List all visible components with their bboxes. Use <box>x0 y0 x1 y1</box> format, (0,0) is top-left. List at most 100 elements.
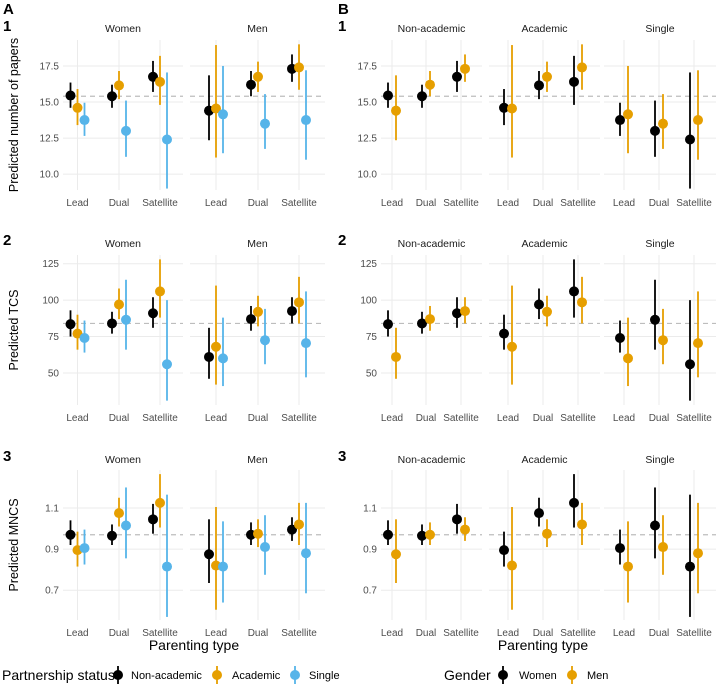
point-women-satellite-single <box>162 561 172 572</box>
point-men-satellite-academic <box>294 62 304 73</box>
facet-label-single: Single <box>645 238 674 250</box>
facet-label-men: Men <box>247 23 268 35</box>
y-tick-label-b: 1.1 <box>363 504 377 515</box>
point-women-satellite-non-academic <box>148 514 158 525</box>
point-men-dual-single <box>260 118 270 129</box>
point-single-lead-women <box>615 333 625 344</box>
legend-b: Gender Women Men <box>444 667 608 683</box>
point-single-satellite-men <box>693 338 703 349</box>
point-women-lead-single <box>79 115 90 126</box>
point-non-academic-satellite-men <box>460 524 470 535</box>
point-women-dual-academic <box>114 299 124 310</box>
point-academic-lead-women <box>499 328 509 339</box>
y-tick-label-b: 125 <box>360 259 377 270</box>
point-non-academic-dual-women <box>417 91 427 102</box>
point-academic-lead-women <box>499 545 509 556</box>
y-tick-label-b: 75 <box>366 332 378 343</box>
x-tick-label: Satellite <box>560 413 596 424</box>
point-non-academic-dual-women <box>417 530 427 541</box>
x-tick-label: Dual <box>649 413 670 424</box>
point-men-dual-non-academic <box>246 79 256 90</box>
legend-a-label-academic: Academic <box>232 670 281 682</box>
y-tick-label-a: 100 <box>42 296 59 307</box>
point-non-academic-lead-women <box>383 90 393 101</box>
row-tag-a: 2 <box>3 232 11 249</box>
legend-key-women <box>498 670 508 680</box>
x-tick-label: Satellite <box>560 198 596 209</box>
x-tick-label: Lead <box>205 628 227 639</box>
y-tick-label-a: 15.0 <box>40 98 60 109</box>
legend-b-title: Gender <box>444 667 491 683</box>
legend-b-label-men: Men <box>587 670 608 682</box>
point-men-dual-non-academic <box>246 314 256 325</box>
x-tick-label: Dual <box>109 413 130 424</box>
y-tick-label-a: 0.7 <box>45 586 59 597</box>
x-tick-label: Satellite <box>142 628 178 639</box>
point-men-satellite-single <box>301 338 311 349</box>
x-tick-label: Lead <box>66 413 88 424</box>
point-academic-dual-women <box>534 299 544 310</box>
x-tick-label: Lead <box>497 198 519 209</box>
x-tick-label: Satellite <box>142 198 178 209</box>
point-single-dual-women <box>650 520 660 531</box>
y-tick-label-a: 1.1 <box>45 504 59 515</box>
point-non-academic-satellite-men <box>460 63 470 74</box>
point-women-lead-non-academic <box>65 529 76 540</box>
point-academic-lead-men <box>507 560 517 571</box>
point-single-lead-women <box>615 115 625 126</box>
point-women-lead-academic <box>72 102 83 113</box>
facet-label-non-academic: Non-academic <box>398 238 466 250</box>
point-men-lead-academic <box>211 103 221 114</box>
x-tick-label: Lead <box>205 413 227 424</box>
facet-label-men: Men <box>247 238 268 250</box>
point-single-lead-men <box>623 109 633 120</box>
point-academic-dual-men <box>542 528 552 539</box>
point-men-lead-single <box>218 353 228 364</box>
point-single-lead-women <box>615 543 625 554</box>
x-tick-label: Lead <box>66 628 88 639</box>
point-women-lead-single <box>79 543 90 554</box>
point-non-academic-lead-women <box>383 319 393 330</box>
panel-tag-b: B <box>338 1 349 18</box>
facet-label-non-academic: Non-academic <box>398 454 466 466</box>
x-tick-label: Satellite <box>443 413 479 424</box>
x-tick-label: Dual <box>109 198 130 209</box>
y-tick-label-b: 0.9 <box>363 545 377 556</box>
x-tick-label: Lead <box>205 198 227 209</box>
point-women-satellite-single <box>162 134 172 145</box>
point-non-academic-satellite-women <box>452 308 462 319</box>
legend-a-label-single: Single <box>309 670 340 682</box>
point-men-dual-academic <box>253 528 263 539</box>
y-axis-title: Predicted TCS <box>7 289 21 370</box>
x-tick-label: Satellite <box>281 413 317 424</box>
point-non-academic-lead-men <box>391 549 401 560</box>
point-women-satellite-academic <box>155 76 165 87</box>
x-tick-label: Dual <box>533 413 554 424</box>
legend-key-single <box>290 670 300 680</box>
y-tick-label-b: 0.7 <box>363 586 377 597</box>
x-tick-label: Satellite <box>676 413 712 424</box>
point-non-academic-dual-men <box>425 79 435 90</box>
point-men-lead-academic <box>211 341 221 352</box>
y-axis-title: Predicted MNCS <box>7 498 21 591</box>
point-academic-satellite-men <box>577 62 587 73</box>
point-women-dual-single <box>121 520 131 531</box>
facet-label-women: Women <box>105 23 141 35</box>
point-men-lead-non-academic <box>204 549 214 560</box>
x-tick-label: Dual <box>533 198 554 209</box>
point-single-dual-men <box>658 542 668 553</box>
point-non-academic-satellite-women <box>452 514 462 525</box>
y-tick-label-a: 17.5 <box>40 61 60 72</box>
y-tick-label-a: 50 <box>48 368 60 379</box>
x-tick-label: Dual <box>248 628 269 639</box>
point-academic-lead-men <box>507 103 517 114</box>
y-tick-label-a: 125 <box>42 259 59 270</box>
x-tick-label: Lead <box>66 198 88 209</box>
x-axis-title-a: Parenting type <box>149 637 239 653</box>
point-single-satellite-women <box>685 561 695 572</box>
point-academic-satellite-men <box>577 297 587 308</box>
point-women-dual-academic <box>114 508 124 519</box>
point-men-satellite-academic <box>294 297 304 308</box>
y-tick-label-b: 12.5 <box>358 134 378 145</box>
point-academic-satellite-women <box>569 76 579 87</box>
